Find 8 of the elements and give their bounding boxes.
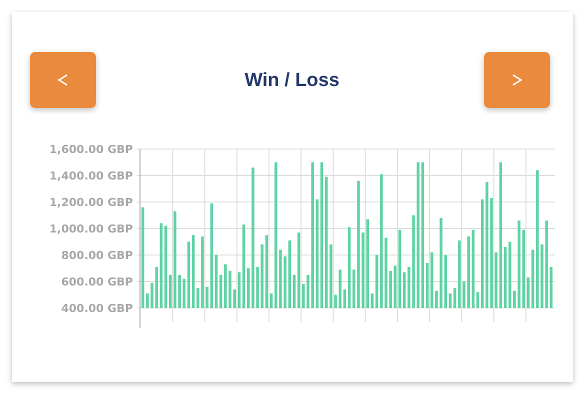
y-tick-label: 1,600.00 GBP [49, 142, 133, 156]
y-tick-label: 1,400.00 GBP [49, 169, 133, 182]
y-tick-label: 600.00 GBP [61, 275, 133, 288]
chart-title: Win / Loss [244, 70, 340, 91]
y-tick-label: 1,000.00 GBP [49, 222, 133, 236]
y-tick-label: 1,200.00 GBP [49, 196, 133, 209]
y-tick-label: 400.00 GBP [61, 302, 133, 315]
y-tick-label: 800.00 GBP [61, 248, 133, 262]
